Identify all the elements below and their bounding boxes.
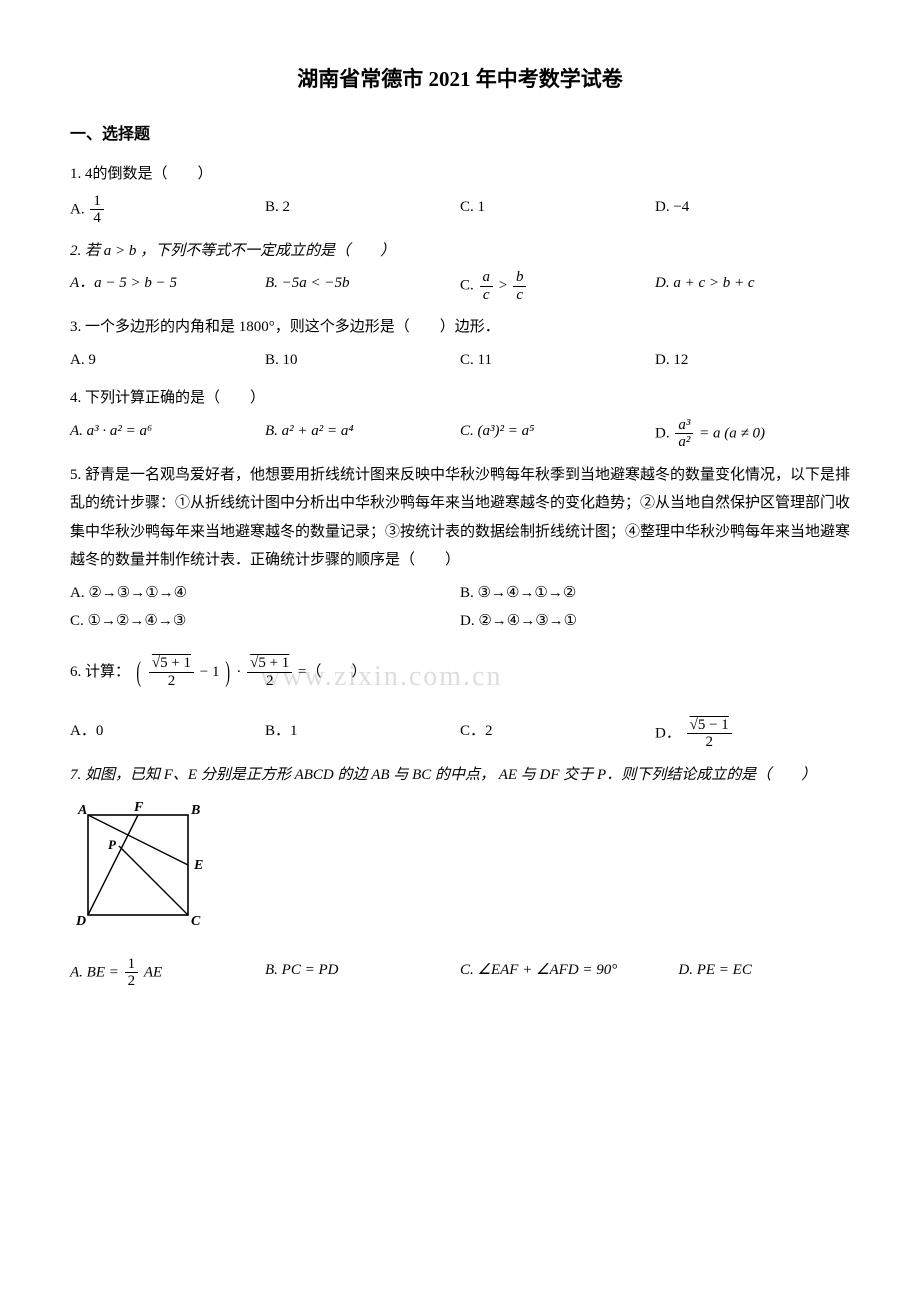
dot: · — [236, 664, 245, 680]
question-6: 6. 计算： ( √5 + 1 2 − 1 ) · √5 + 1 2 =（ ） — [70, 646, 850, 699]
q3-opt-c: C. 11 — [460, 346, 655, 375]
q7-opt-a: A. BE = 1 2 AE — [70, 956, 265, 990]
opt-post: = a (a ≠ 0) — [699, 425, 765, 441]
denominator: 2 — [687, 734, 732, 751]
label-e: E — [193, 858, 203, 873]
q2-opt-c: C. a c > b c — [460, 269, 655, 303]
q7-figure: A F B E C D P — [70, 797, 850, 948]
numerator: √5 + 1 — [247, 655, 292, 673]
opt-label: D． — [655, 725, 681, 741]
q1-options: A. 1 4 B. 2 C. 1 D. −4 — [70, 193, 850, 227]
denominator: 4 — [90, 210, 104, 227]
label-c: C — [191, 914, 201, 929]
opt-label: D. — [655, 425, 670, 441]
minus-one: − 1 — [200, 664, 220, 680]
fraction: √5 − 1 2 — [687, 717, 732, 751]
q2-opt-b: B. −5a < −5b — [265, 269, 460, 303]
q1-opt-c: C. 1 — [460, 193, 655, 227]
q4-options: A. a³ · a² = a⁶ B. a² + a² = a⁴ C. (a³)²… — [70, 417, 850, 451]
q3-options: A. 9 B. 10 C. 11 D. 12 — [70, 346, 850, 375]
opt-post: AE — [144, 964, 162, 980]
numerator: b — [513, 269, 527, 287]
question-1: 1. 4的倒数是（ ） — [70, 160, 850, 189]
numerator: 1 — [125, 956, 139, 974]
numerator: 1 — [90, 193, 104, 211]
q1-opt-a: A. 1 4 — [70, 193, 265, 227]
q7-opt-b: B. PC = PD — [265, 956, 460, 990]
fraction: a³ a² — [675, 417, 693, 451]
q6-opt-c: C．2 — [460, 717, 655, 751]
q4-opt-c: C. (a³)² = a⁵ — [460, 417, 655, 451]
denominator: 2 — [125, 973, 139, 990]
denominator: c — [480, 287, 494, 304]
q5-opt-c: C. ①→②→④→③ — [70, 607, 460, 636]
q6-post: =（ ） — [298, 664, 366, 680]
q6-opt-d: D． √5 − 1 2 — [655, 717, 850, 751]
rparen-icon: ) — [226, 646, 231, 699]
fraction: a c — [480, 269, 494, 303]
q5-opt-d: D. ②→④→③→① — [460, 607, 850, 636]
section-header: 一、选择题 — [70, 120, 850, 150]
q5-options: A. ②→③→①→④ B. ③→④→①→② C. ①→②→④→③ D. ②→④→… — [70, 579, 850, 636]
q2-opt-d: D. a + c > b + c — [655, 269, 850, 303]
q1-opt-d: D. −4 — [655, 193, 850, 227]
label-a: A — [77, 803, 87, 818]
opt-label: C. — [460, 278, 474, 294]
q3-opt-b: B. 10 — [265, 346, 460, 375]
q3-opt-a: A. 9 — [70, 346, 265, 375]
page-title: 湖南省常德市 2021 年中考数学试卷 — [70, 60, 850, 100]
q2-options: A．a − 5 > b − 5 B. −5a < −5b C. a c > b … — [70, 269, 850, 303]
label-b: B — [190, 803, 200, 818]
label-p: P — [108, 837, 117, 852]
q7-opt-c: C. ∠EAF + ∠AFD = 90° — [460, 956, 678, 990]
q6-options: A．0 B．1 C．2 D． √5 − 1 2 — [70, 717, 850, 751]
q5-opt-a: A. ②→③→①→④ — [70, 579, 460, 608]
q6-opt-b: B．1 — [265, 717, 460, 751]
opt-pre: A. BE = — [70, 964, 123, 980]
q3-opt-d: D. 12 — [655, 346, 850, 375]
numerator: √5 + 1 — [149, 655, 194, 673]
fraction: 1 4 — [90, 193, 104, 227]
q7-options: A. BE = 1 2 AE B. PC = PD C. ∠EAF + ∠AFD… — [70, 956, 850, 990]
label-f: F — [133, 800, 144, 815]
denominator: 2 — [149, 673, 194, 690]
question-3: 3. 一个多边形的内角和是 1800°，则这个多边形是（ ）边形． — [70, 313, 850, 342]
q4-opt-a: A. a³ · a² = a⁶ — [70, 417, 265, 451]
question-7: 7. 如图，已知 F、E 分别是正方形 ABCD 的边 AB 与 BC 的中点，… — [70, 761, 850, 790]
q5-opt-b: B. ③→④→①→② — [460, 579, 850, 608]
question-5: 5. 舒青是一名观鸟爱好者，他想要用折线统计图来反映中华秋沙鸭每年秋季到当地避寒… — [70, 461, 850, 575]
q6-pre: 6. 计算： — [70, 664, 130, 680]
fraction: b c — [513, 269, 527, 303]
q4-opt-d: D. a³ a² = a (a ≠ 0) — [655, 417, 850, 451]
label-d: D — [75, 914, 86, 929]
denominator: a² — [675, 434, 693, 451]
numerator: √5 − 1 — [687, 717, 732, 735]
fraction: √5 + 1 2 — [247, 655, 292, 689]
q4-opt-b: B. a² + a² = a⁴ — [265, 417, 460, 451]
lparen-icon: ( — [136, 646, 141, 699]
question-2: 2. 若 a > b ，下列不等式不一定成立的是（ ） — [70, 237, 850, 266]
q7-opt-d: D. PE = EC — [678, 956, 850, 990]
numerator: a — [480, 269, 494, 287]
opt-label: A. — [70, 201, 85, 217]
fraction: 1 2 — [125, 956, 139, 990]
square-diagram: A F B E C D P — [70, 797, 220, 937]
denominator: 2 — [247, 673, 292, 690]
denominator: c — [513, 287, 527, 304]
question-4: 4. 下列计算正确的是（ ） — [70, 384, 850, 413]
q1-opt-b: B. 2 — [265, 193, 460, 227]
q2-opt-a: A．a − 5 > b − 5 — [70, 269, 265, 303]
gt-sign: > — [499, 278, 511, 294]
q6-opt-a: A．0 — [70, 717, 265, 751]
fraction: √5 + 1 2 — [149, 655, 194, 689]
numerator: a³ — [675, 417, 693, 435]
